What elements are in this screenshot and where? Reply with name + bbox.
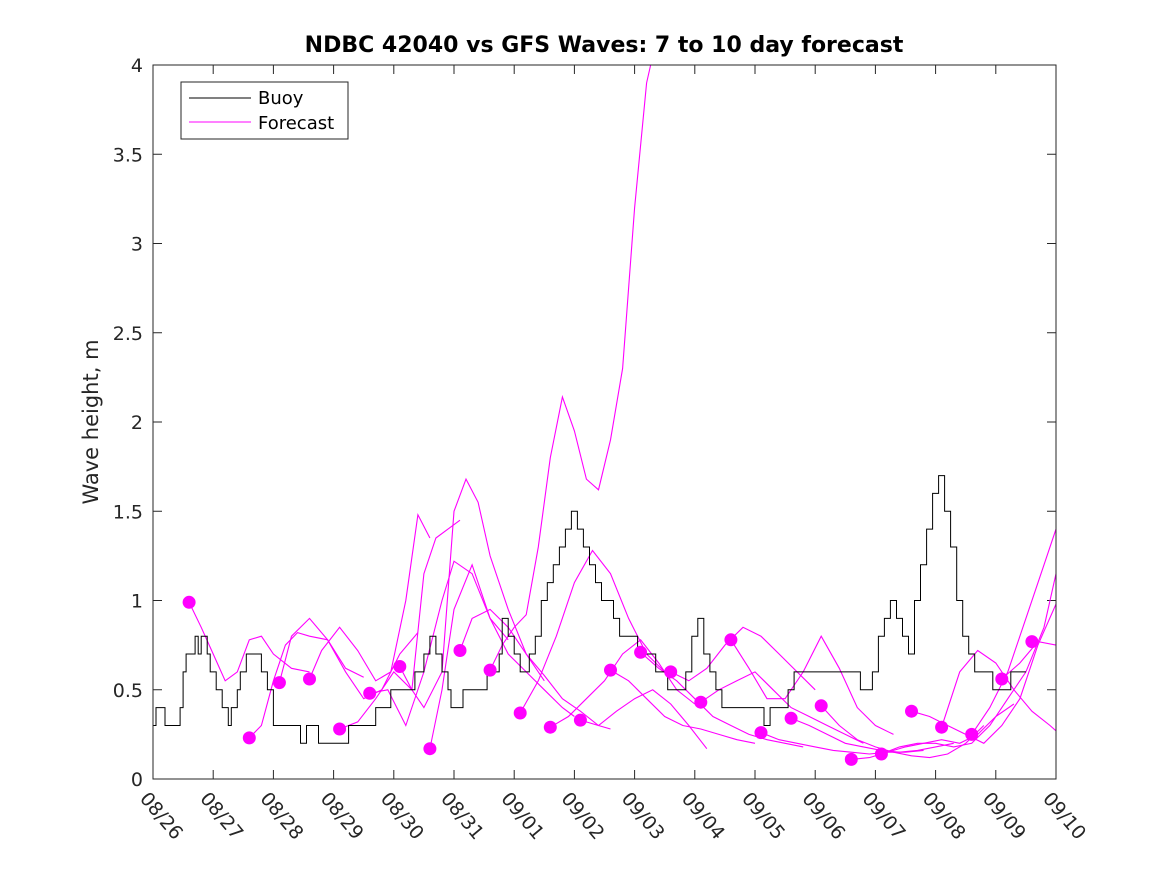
forecast-marker (393, 660, 407, 673)
y-tick-label: 3 (131, 234, 143, 256)
forecast-line (459, 608, 611, 730)
x-tick-label: 08/26 (135, 788, 187, 844)
y-tick-label: 0.5 (113, 680, 143, 702)
forecast-marker (242, 731, 256, 745)
chart-title: NDBC 42040 vs GFS Waves: 7 to 10 day for… (305, 33, 904, 58)
x-tick-label: 09/07 (858, 788, 910, 844)
forecast-marker (363, 686, 377, 700)
forecast-line (670, 626, 816, 691)
forecast-line (308, 513, 431, 682)
forecast-line (730, 635, 894, 735)
x-tick-label: 08/31 (436, 788, 488, 844)
forecast-marker (513, 706, 527, 720)
y-tick-label: 2.5 (113, 323, 143, 345)
y-tick-label: 1.5 (113, 501, 143, 523)
forecast-line (610, 669, 756, 744)
y-tick-label: 0 (131, 769, 143, 791)
forecast-marker (453, 644, 467, 657)
x-tick-label: 09/10 (1038, 788, 1090, 844)
forecast-marker (604, 663, 617, 677)
x-tick-label: 08/27 (195, 788, 247, 844)
forecast-marker (182, 595, 196, 609)
forecast-line (399, 477, 545, 709)
forecast-marker (272, 676, 286, 690)
legend: Buoy Forecast (180, 81, 349, 140)
x-tick-label: 09/04 (677, 788, 729, 844)
y-tick-label: 3.5 (113, 144, 143, 166)
plot-area (153, 65, 1056, 779)
forecast-marker (303, 672, 316, 686)
legend-box (180, 81, 349, 140)
y-tick-label: 1 (131, 591, 143, 613)
legend-buoy-label: Buoy (258, 88, 304, 109)
forecast-marker (935, 720, 949, 734)
forecast-line (580, 689, 708, 750)
axes-box (152, 64, 1057, 780)
forecast-marker (784, 711, 798, 725)
forecast-line (369, 560, 509, 727)
forecast-line (550, 639, 696, 728)
y-tick-label: 4 (131, 55, 143, 77)
forecast-marker (543, 720, 557, 734)
x-tick-label: 08/28 (256, 788, 308, 844)
legend-forecast-label: Forecast (258, 113, 334, 134)
x-tick-label: 09/08 (918, 788, 970, 844)
forecast-marker (634, 645, 648, 659)
forecast-marker (844, 752, 858, 766)
forecast-line (971, 528, 1056, 735)
forecast-line (248, 631, 364, 739)
x-tick-label: 09/05 (737, 788, 789, 844)
forecast-marker (423, 742, 437, 756)
forecast-marker (1025, 635, 1039, 649)
x-tick-label: 09/01 (496, 788, 548, 844)
x-tick-label: 09/02 (557, 788, 609, 844)
forecast-marker (965, 727, 979, 741)
forecast-line (1001, 640, 1056, 680)
forecast-marker (664, 665, 678, 679)
forecast-marker (754, 726, 768, 740)
forecast-marker (814, 699, 828, 713)
forecast-marker (874, 747, 888, 761)
y-axis-label: Wave height, m (79, 339, 103, 504)
forecast-marker (905, 704, 918, 718)
forecast-marker (995, 672, 1009, 686)
forecast-line (519, 549, 666, 714)
forecast-line (429, 563, 575, 749)
forecast-marker (483, 663, 497, 677)
forecast-marker (724, 633, 738, 647)
x-tick-label: 09/09 (978, 788, 1030, 844)
forecast-marker (573, 713, 587, 727)
y-tick-label: 2 (131, 412, 143, 434)
forecast-line (881, 573, 1056, 755)
forecast-line (911, 603, 1056, 744)
forecast-marker (694, 695, 708, 709)
forecast-marker (333, 722, 347, 736)
forecast-line (790, 717, 954, 753)
forecast-line (820, 705, 985, 759)
buoy-line (153, 475, 1026, 744)
x-tick-label: 08/30 (376, 788, 428, 844)
x-tick-label: 09/06 (797, 788, 849, 844)
x-tick-label: 08/29 (316, 788, 368, 844)
x-tick-label: 09/03 (617, 788, 669, 844)
